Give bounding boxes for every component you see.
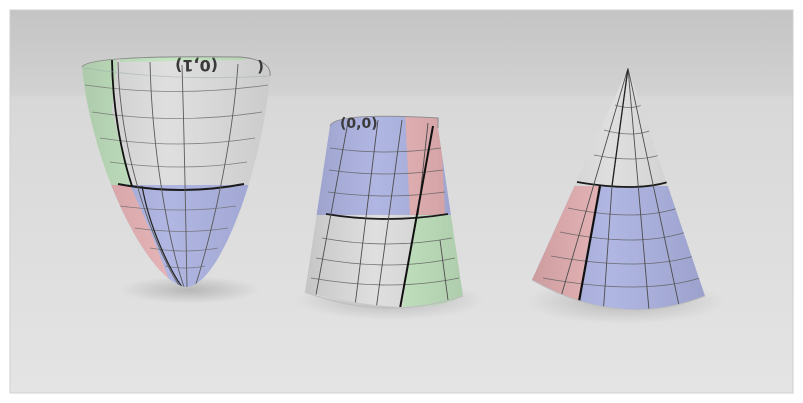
truncated-cone-label: (0,0)	[340, 116, 378, 132]
paraboloid-label: (0,1)	[175, 56, 218, 75]
svg-text:(: (	[257, 58, 264, 76]
shadow-paraboloid	[120, 276, 260, 304]
truncated-cone-surface: (0,0)	[304, 115, 464, 309]
